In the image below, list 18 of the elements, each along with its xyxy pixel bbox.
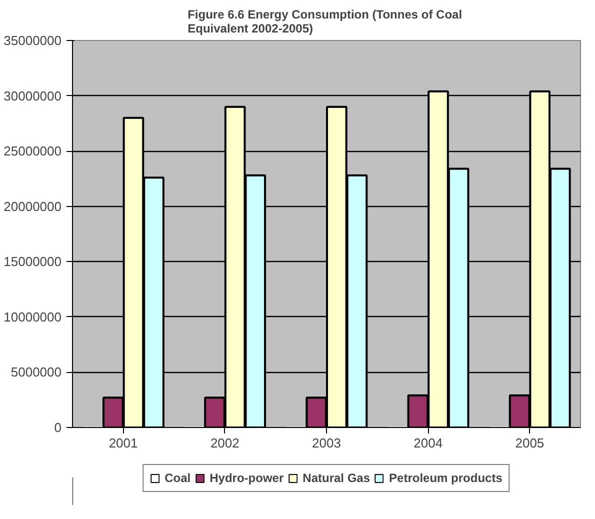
x-tick-label: 2005: [515, 436, 544, 450]
x-tick-label: 2001: [108, 436, 138, 450]
y-tick-label: 15000000: [4, 254, 62, 270]
x-tick-label: 2004: [414, 436, 443, 450]
y-tick-label: 25000000: [4, 144, 62, 159]
legend-label: Natural Gas: [302, 470, 370, 484]
legend-label: Petroleum products: [389, 470, 502, 484]
legend-label: Hydro-power: [210, 470, 284, 484]
y-tick-label: 0: [54, 420, 62, 435]
y-tick-label: 35000000: [4, 33, 62, 48]
x-tick-label: 2002: [210, 436, 240, 450]
y-tick-label: 20000000: [4, 198, 62, 214]
chart-title: Figure 6.6 Energy Consumption (Tonnes of Coal Equivalent 2002-2005): [188, 8, 462, 36]
y-tick-label: 5000000: [10, 364, 62, 380]
y-tick-label: 10000000: [4, 309, 62, 324]
legend-label: Coal: [164, 470, 191, 484]
y-tick-label: 30000000: [4, 88, 62, 104]
x-tick-label: 2003: [312, 436, 341, 450]
